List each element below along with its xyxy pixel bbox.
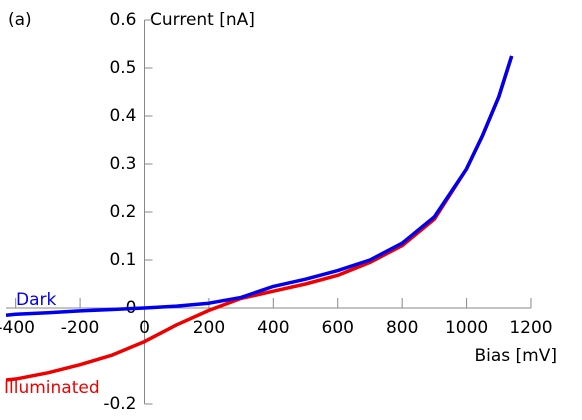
y-tick-label: 0.3 bbox=[109, 154, 136, 174]
x-tick-label: 200 bbox=[193, 318, 225, 338]
x-tick-label: 400 bbox=[257, 318, 289, 338]
legend-label: Dark bbox=[16, 290, 56, 310]
series-line bbox=[5, 55, 514, 317]
y-tick-label: 0.6 bbox=[109, 10, 136, 30]
y-tick-label: 0.2 bbox=[109, 202, 136, 222]
y-tick-label: 0.5 bbox=[109, 58, 136, 78]
x-tick-label: 800 bbox=[386, 318, 418, 338]
x-tick-label: -200 bbox=[61, 318, 100, 338]
y-tick-label: -0.2 bbox=[103, 394, 136, 414]
y-tick-label: 0.1 bbox=[109, 250, 136, 270]
y-tick-label: 0.4 bbox=[109, 106, 136, 126]
x-tick-label: -400 bbox=[0, 318, 35, 338]
panel-label: (a) bbox=[8, 10, 32, 30]
x-tick-label: 0 bbox=[139, 318, 150, 338]
legend-label: Illuminated bbox=[4, 378, 100, 398]
x-tick-label: 1000 bbox=[445, 318, 488, 338]
y-axis-label: Current [nA] bbox=[150, 10, 255, 30]
x-tick-label: 600 bbox=[322, 318, 354, 338]
x-axis-label: Bias [mV] bbox=[474, 346, 557, 366]
x-tick-label: 1200 bbox=[509, 318, 552, 338]
